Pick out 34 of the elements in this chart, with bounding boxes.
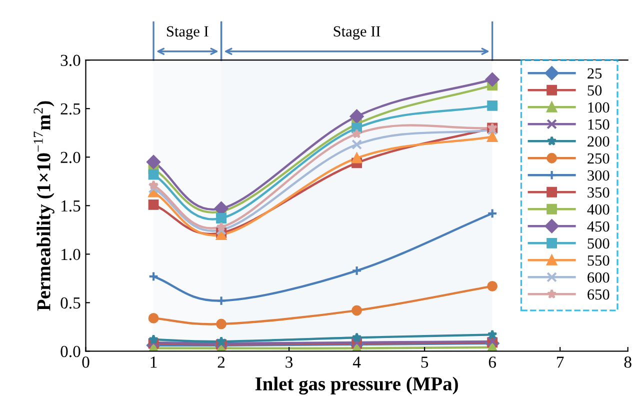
- legend-label: 50: [588, 85, 602, 96]
- x-tick-label: 4: [352, 356, 361, 368]
- y-axis-title: Permeability (1×10$^{−17}$m$^{2}$): [34, 101, 54, 311]
- legend-label: 450: [587, 221, 610, 232]
- y-tick-label: 0.0: [60, 346, 80, 358]
- legend-label: 250: [588, 153, 610, 164]
- legend-label: 100: [588, 102, 610, 113]
- legend-label: 350: [588, 187, 610, 198]
- legend-label: 150: [588, 119, 610, 130]
- legend-label: 550: [588, 255, 610, 266]
- legend-label: 200: [588, 136, 610, 147]
- legend-label: 500: [588, 238, 610, 249]
- y-tick-label: 2.5: [60, 103, 80, 115]
- x-tick-label: 5: [421, 356, 428, 368]
- x-axis-title: Inlet gas pressure (MPa): [255, 376, 458, 395]
- x-tick-label: 1: [150, 356, 157, 368]
- x-tick-label: 8: [624, 356, 632, 368]
- legend-label: 400: [587, 204, 610, 215]
- legend-label: 300: [588, 170, 610, 181]
- legend-label: 25: [588, 68, 602, 79]
- y-tick-label: 2.0: [60, 152, 80, 164]
- x-tick-label: 2: [218, 356, 225, 368]
- band-label: Stage II: [334, 26, 380, 40]
- y-tick-label: 0.5: [60, 297, 80, 309]
- band-label: Stage I: [166, 26, 208, 40]
- y-tick-label: 3.0: [60, 54, 80, 66]
- x-tick-label: 6: [488, 356, 496, 368]
- x-tick-label: 7: [557, 356, 564, 368]
- x-tick-label: 0: [82, 356, 90, 368]
- legend-label: 600: [588, 272, 610, 283]
- y-tick-label: 1.5: [62, 200, 80, 212]
- legend-label: 650: [588, 289, 610, 300]
- y-tick-label: 1.0: [62, 248, 80, 260]
- x-tick-label: 3: [286, 356, 293, 368]
